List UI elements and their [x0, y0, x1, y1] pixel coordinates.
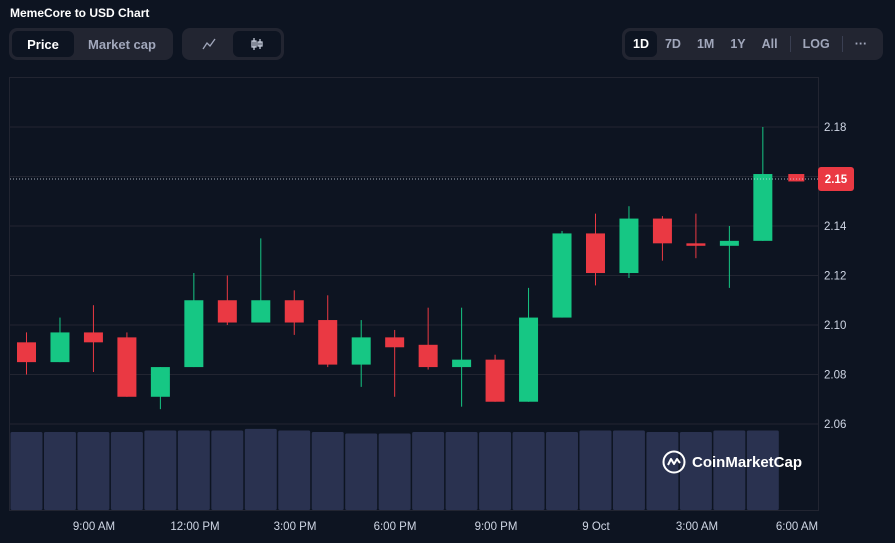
candle-up	[50, 332, 70, 363]
range-toggle: 1D 7D 1M 1Y All LOG ···	[622, 28, 883, 60]
candle-down	[418, 344, 438, 368]
y-tick-label: 2.14	[824, 221, 847, 233]
line-chart-icon	[202, 38, 216, 50]
divider	[841, 36, 843, 52]
range-all-tab[interactable]: All	[761, 37, 778, 51]
range-1d-tab[interactable]: 1D	[625, 31, 657, 57]
candle-up	[753, 174, 773, 241]
x-tick-label: 12:00 PM	[170, 521, 219, 533]
candle-down	[485, 359, 505, 402]
plot-frame	[9, 77, 819, 511]
volume-bar	[278, 430, 311, 510]
x-axis: 9:00 AM 12:00 PM 3:00 PM 6:00 PM 9:00 PM 9 Oc…	[73, 521, 818, 533]
x-tick-label: 9 Oct	[582, 521, 610, 533]
candlestick-chart-button[interactable]	[233, 31, 281, 57]
volume-bar	[713, 430, 746, 510]
y-tick-label: 2.08	[824, 370, 846, 382]
volume-bar	[612, 430, 645, 510]
y-tick-label: 2.06	[824, 419, 846, 431]
volume-bar	[579, 430, 612, 510]
current-price-marker: 2.15	[10, 166, 854, 191]
volume-bar	[345, 433, 378, 510]
candle-up	[552, 233, 572, 318]
candle-up	[184, 300, 204, 368]
volume-bar	[546, 432, 578, 510]
y-tick-label: 2.12	[824, 271, 846, 283]
volume-bar	[679, 432, 712, 510]
volume-bar	[445, 432, 478, 510]
range-1y-tab[interactable]: 1Y	[730, 37, 746, 51]
volume-bar	[144, 430, 177, 510]
range-7d-tab[interactable]: 7D	[664, 37, 681, 51]
more-options-button[interactable]: ···	[854, 37, 868, 51]
x-tick-label: 9:00 PM	[475, 521, 518, 533]
candle-up	[452, 359, 472, 368]
volume-bar	[10, 432, 43, 510]
y-axis: 2.18 2.14 2.12 2.10 2.08 2.06	[824, 122, 847, 431]
volume-bar	[412, 432, 445, 510]
candle-down	[788, 174, 805, 182]
watermark-text: CoinMarketCap	[692, 453, 803, 471]
candle-down	[585, 233, 605, 274]
coinmarketcap-logo-icon	[662, 450, 686, 474]
volume-bar	[244, 428, 277, 510]
volume-bar	[311, 432, 344, 510]
candle-down	[686, 243, 706, 246]
line-chart-button[interactable]	[185, 31, 233, 57]
range-1m-tab[interactable]: 1M	[696, 37, 715, 51]
current-price-label: 2.15	[825, 174, 848, 186]
x-tick-label: 3:00 PM	[274, 521, 317, 533]
current-price-badge	[818, 166, 854, 191]
price-tab[interactable]: Price	[12, 31, 74, 57]
y-tick-label: 2.18	[824, 122, 846, 134]
candle-up	[719, 240, 739, 246]
log-scale-button[interactable]: LOG	[802, 37, 830, 51]
candle-up	[619, 218, 639, 274]
candle-down	[385, 337, 405, 348]
volume-bar	[746, 430, 779, 510]
x-tick-label: 6:00 PM	[374, 521, 417, 533]
chart-title: MemeCore to USD Chart	[10, 6, 150, 20]
volume-bar	[177, 430, 210, 510]
candle-down	[652, 218, 672, 244]
candle-down	[17, 342, 36, 363]
candle-down	[284, 300, 304, 323]
watermark: CoinMarketCap	[662, 450, 802, 474]
grid-lines	[10, 126, 818, 425]
chart-type-toggle	[182, 28, 284, 60]
volume-bar	[110, 432, 143, 510]
candle-down	[318, 320, 338, 365]
y-tick-label: 2.10	[824, 320, 846, 332]
volume-bar	[211, 430, 244, 510]
volume-bar	[77, 432, 110, 510]
x-tick-label: 3:00 AM	[676, 521, 718, 533]
x-tick-label: 6:00 AM	[776, 521, 818, 533]
candles	[17, 127, 805, 410]
volume-bar	[512, 432, 545, 510]
candle-up	[251, 300, 271, 323]
candle-up	[351, 337, 371, 365]
x-tick-label: 9:00 AM	[73, 521, 115, 533]
volume-bar	[479, 432, 512, 510]
candle-down	[83, 332, 103, 343]
volume-bar	[378, 433, 411, 510]
candle-up	[519, 317, 539, 402]
volume-bars	[10, 428, 779, 510]
divider	[789, 36, 791, 52]
candle-down	[217, 300, 237, 323]
volume-bar	[43, 432, 76, 510]
candle-down	[117, 337, 137, 397]
metric-toggle: Price Market cap	[9, 28, 173, 60]
candle-up	[150, 367, 170, 397]
market-cap-tab[interactable]: Market cap	[88, 36, 156, 52]
candlestick-icon	[251, 38, 263, 50]
